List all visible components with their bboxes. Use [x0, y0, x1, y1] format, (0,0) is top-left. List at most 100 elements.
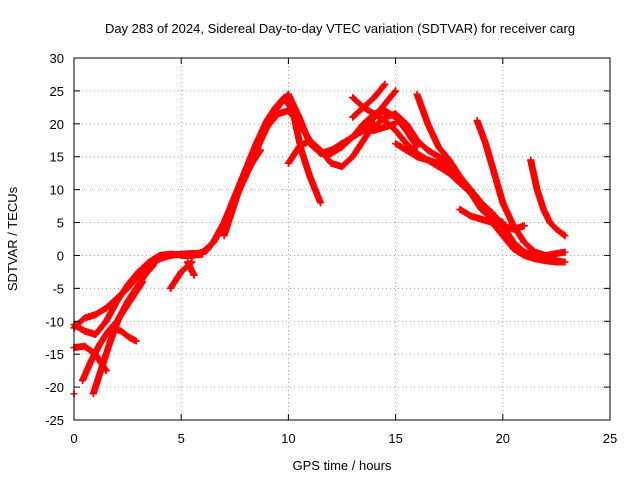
x-tick-label: 20 [496, 431, 510, 446]
data-point [338, 143, 346, 151]
data-point [424, 146, 432, 154]
data-point [392, 140, 400, 148]
grid [74, 58, 610, 420]
data-point [327, 159, 335, 167]
data-point [402, 120, 410, 128]
data-point [177, 251, 185, 259]
data-point [317, 199, 325, 207]
data-point [531, 255, 539, 263]
data-point [132, 284, 140, 292]
y-tick-label: -5 [52, 281, 64, 296]
data-point [317, 146, 325, 154]
data-point [413, 143, 421, 151]
data-point [531, 248, 539, 256]
data-point [381, 123, 389, 131]
data-point [141, 271, 149, 279]
y-tick-label: 10 [50, 183, 64, 198]
data-point [561, 248, 569, 256]
x-axis: 0 5 10 15 20 25 [70, 58, 617, 446]
data-point [349, 133, 357, 141]
data-point [434, 143, 442, 151]
data-point [284, 90, 292, 98]
data-point [490, 169, 498, 177]
data-point [102, 304, 110, 312]
data-point [510, 222, 518, 230]
data-point [295, 143, 303, 151]
y-tick-label: -10 [45, 314, 64, 329]
data-point [546, 219, 554, 227]
data-point [306, 172, 314, 180]
data-point [327, 149, 335, 157]
data-point [456, 179, 464, 187]
data-point [295, 120, 303, 128]
data-point [91, 350, 99, 358]
data-point [166, 284, 174, 292]
data-point [233, 192, 241, 200]
series-track-22 [184, 258, 198, 279]
x-axis-title: GPS time / hours [293, 458, 392, 473]
data-point [284, 159, 292, 167]
data-point [499, 222, 507, 230]
data-point [184, 258, 192, 266]
data-point [96, 340, 104, 348]
data-point [177, 268, 185, 276]
data-point [381, 80, 389, 88]
data-point [561, 232, 569, 240]
trace-body [527, 156, 569, 240]
data-point [190, 271, 198, 279]
data-point [359, 136, 367, 144]
y-tick-label: 5 [57, 216, 64, 231]
data-point [199, 248, 207, 256]
data-point [349, 153, 357, 161]
data-point [520, 238, 528, 246]
data-point [166, 250, 174, 258]
data-point [306, 136, 314, 144]
data-point [467, 189, 475, 197]
data-point [91, 330, 99, 338]
data-point [482, 140, 490, 148]
data-point [434, 159, 442, 167]
data-point [124, 298, 132, 306]
data-point [338, 163, 346, 171]
data-point [284, 107, 292, 115]
data-point [445, 166, 453, 174]
data-point [115, 314, 123, 322]
data-point [520, 251, 528, 259]
data-point [370, 123, 378, 131]
data-point [488, 209, 496, 217]
data-point [542, 257, 550, 265]
data-point [117, 327, 125, 335]
data-point [274, 103, 282, 111]
series-track-14 [349, 80, 389, 111]
data-point [124, 281, 132, 289]
series-track-20 [392, 140, 464, 187]
data-point [402, 140, 410, 148]
x-tick-label: 25 [603, 431, 617, 446]
data-point [257, 146, 265, 154]
data-point [527, 156, 535, 164]
y-tick-label: 15 [50, 150, 64, 165]
data-point [104, 327, 112, 335]
data-point [79, 377, 87, 385]
data-point [87, 357, 95, 365]
data-point [413, 136, 421, 144]
series-layer [70, 80, 569, 398]
y-tick-label: 0 [57, 248, 64, 263]
data-point [209, 238, 217, 246]
data-point [473, 117, 481, 125]
data-point [392, 126, 400, 134]
y-tick-label: -20 [45, 380, 64, 395]
data-point [156, 251, 164, 259]
data-point [520, 222, 528, 230]
data-point [359, 103, 367, 111]
y-tick-label: -15 [45, 347, 64, 362]
data-point [392, 87, 400, 95]
data-point [467, 212, 475, 220]
data-point [552, 249, 560, 257]
x-tick-label: 5 [178, 431, 185, 446]
data-point [349, 93, 357, 101]
data-point [402, 146, 410, 154]
data-point [370, 93, 378, 101]
data-point [134, 268, 142, 276]
